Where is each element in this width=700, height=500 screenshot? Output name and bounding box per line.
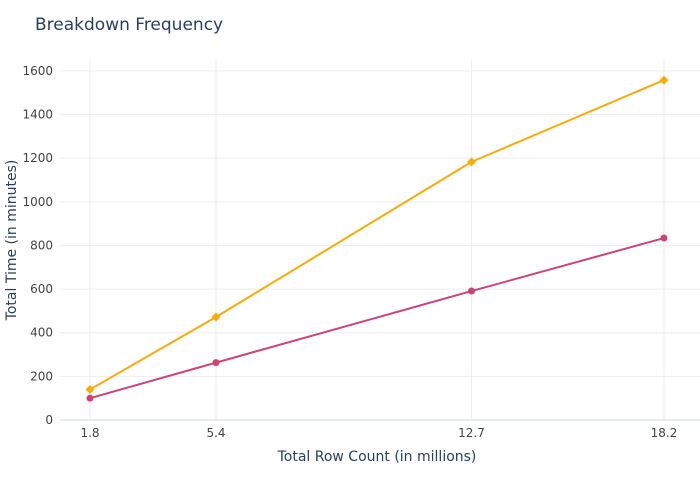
data-point[interactable] xyxy=(467,157,476,167)
chart-title: Breakdown Frequency xyxy=(35,15,223,35)
data-point[interactable] xyxy=(660,234,668,242)
y-tick-label: 1200 xyxy=(22,151,53,165)
data-point[interactable] xyxy=(85,384,95,394)
x-axis-ticks: 1.8 5.4 12.7 18.2 xyxy=(80,426,677,440)
series-group xyxy=(85,75,669,402)
series-line xyxy=(89,79,665,391)
gridlines xyxy=(60,60,700,421)
y-tick-label: 200 xyxy=(30,369,53,383)
y-tick-label: 600 xyxy=(30,282,53,296)
y-tick-label: 1400 xyxy=(22,108,53,122)
y-tick-label: 1600 xyxy=(22,64,53,78)
series-2 xyxy=(86,234,668,402)
y-tick-label: 0 xyxy=(45,413,53,427)
y-tick-label: 400 xyxy=(30,326,53,340)
y-axis-ticks: 0 200 400 600 800 1000 1200 1400 1600 xyxy=(22,64,53,427)
series-1 xyxy=(85,75,669,394)
x-tick-label: 1.8 xyxy=(80,426,99,440)
x-tick-label: 12.7 xyxy=(458,426,485,440)
x-tick-label: 18.2 xyxy=(651,426,678,440)
x-axis-title: Total Row Count (in millions) xyxy=(277,449,477,465)
data-point[interactable] xyxy=(86,394,94,402)
data-point[interactable] xyxy=(659,75,669,85)
x-tick-label: 5.4 xyxy=(206,426,225,440)
data-point[interactable] xyxy=(468,287,475,295)
y-tick-label: 1000 xyxy=(22,195,53,209)
data-point[interactable] xyxy=(212,359,220,367)
y-axis-title: Total Time (in minutes) xyxy=(4,160,20,322)
series-line xyxy=(89,237,665,400)
y-tick-label: 800 xyxy=(30,238,53,252)
data-point[interactable] xyxy=(211,312,221,322)
